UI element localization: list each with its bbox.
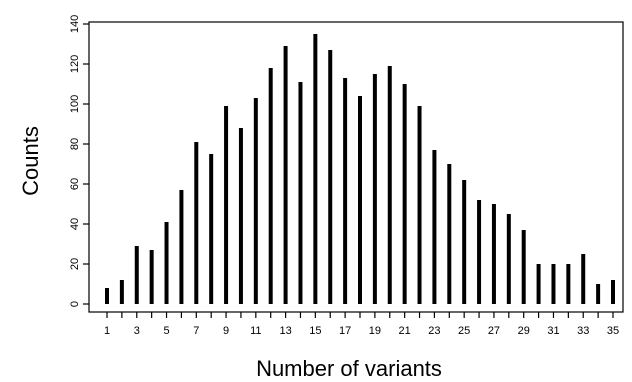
x-tick-label-25: 25 bbox=[458, 325, 470, 337]
x-tick-label-33: 33 bbox=[577, 325, 589, 337]
x-tick-label-35: 35 bbox=[607, 325, 619, 337]
y-tick-label-100: 100 bbox=[69, 95, 81, 113]
y-axis-title: Counts bbox=[18, 126, 43, 196]
x-tick-label-5: 5 bbox=[163, 325, 169, 337]
x-tick-label-13: 13 bbox=[279, 325, 291, 337]
x-tick-label-23: 23 bbox=[428, 325, 440, 337]
x-tick-label-15: 15 bbox=[309, 325, 321, 337]
plot-area: 1 3 5 7 9 11 13 15 17 19 21 23 25 27 29 31 33 35020406080… bbox=[69, 15, 624, 337]
x-tick-label-31: 31 bbox=[547, 325, 559, 337]
y-tick-label-60: 60 bbox=[69, 178, 81, 190]
x-axis-title: Number of variants bbox=[256, 356, 442, 381]
x-tick-label-21: 21 bbox=[399, 325, 411, 337]
y-tick-label-0: 0 bbox=[69, 301, 81, 307]
x-tick-label-7: 7 bbox=[193, 325, 199, 337]
x-tick-label-11: 11 bbox=[250, 325, 261, 337]
y-tick-label-40: 40 bbox=[69, 218, 81, 230]
x-tick-label-27: 27 bbox=[488, 325, 500, 337]
y-tick-label-80: 80 bbox=[69, 138, 81, 150]
x-tick-label-1: 1 bbox=[104, 325, 110, 337]
x-tick-label-9: 9 bbox=[223, 325, 229, 337]
y-tick-label-20: 20 bbox=[69, 258, 81, 270]
y-tick-label-140: 140 bbox=[69, 15, 81, 33]
x-tick-label-17: 17 bbox=[339, 325, 351, 337]
x-tick-label-29: 29 bbox=[518, 325, 530, 337]
plot-frame bbox=[88, 21, 624, 313]
y-tick-label-120: 120 bbox=[69, 55, 81, 73]
x-tick-label-3: 3 bbox=[134, 325, 140, 337]
x-tick-label-19: 19 bbox=[369, 325, 381, 337]
